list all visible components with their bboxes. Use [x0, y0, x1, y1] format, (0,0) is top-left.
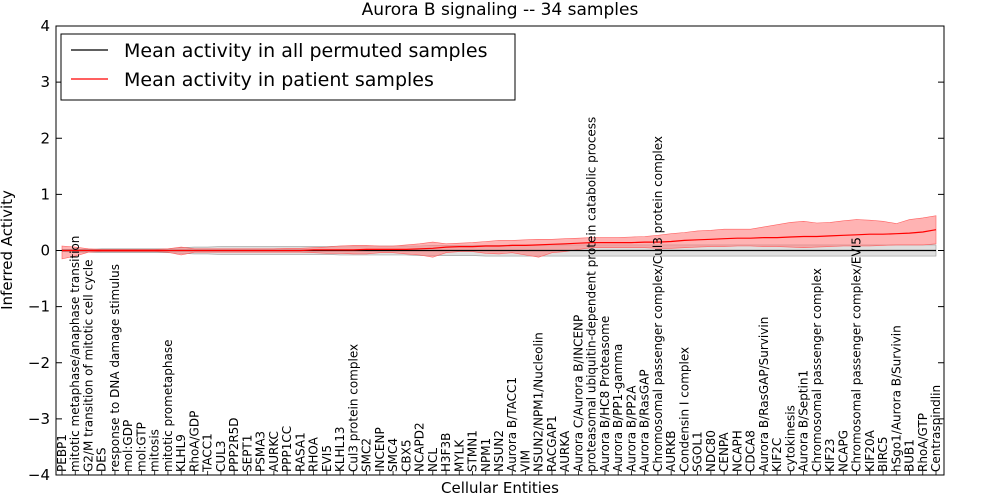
x-tick-label: G2/M transition of mitotic cell cycle	[81, 259, 95, 472]
legend: Mean activity in all permuted samples Mea…	[60, 33, 516, 101]
y-tick-label: 3	[40, 73, 50, 91]
x-tick-label: RhoA/GDP	[187, 411, 201, 472]
y-axis-label: Inferred Activity	[0, 190, 16, 310]
x-tick-label: mitosis	[148, 429, 162, 472]
plot-layer: 4 3 2 1 0 −1 −2 −3 −4 PEBP1 mitotic metaphase/anap…	[28, 17, 945, 484]
x-tick-label: KLHL13	[333, 426, 347, 472]
x-tick-label: Cul3 protein complex	[346, 344, 360, 472]
x-tick-label: CUL3	[214, 441, 228, 472]
x-tick-label: AURKC	[267, 431, 281, 472]
x-tick-label: STMN1	[466, 430, 480, 472]
x-tick-label: TACC1	[201, 433, 215, 473]
x-axis-label: Cellular Entities	[441, 479, 559, 497]
y-tick-label: −1	[28, 298, 50, 316]
y-tick-label: −2	[28, 354, 50, 372]
x-tick-label: Aurora C/Aurora B/INCENP	[571, 315, 585, 472]
legend-label-permuted: Mean activity in all permuted samples	[124, 40, 487, 62]
x-tick-label: Aurora B/RasGAP/Survivin	[757, 317, 771, 472]
x-tick-label: KLHL9	[174, 434, 188, 472]
x-tick-label: PEBP1	[55, 434, 69, 472]
y-tick-label: 2	[40, 129, 50, 147]
x-tick-label: PPP2R5D	[227, 417, 241, 472]
y-tick-label: −4	[28, 466, 50, 484]
x-tick-label: NSUN2	[492, 430, 506, 472]
x-tick-label: Chromosomal passenger complex	[810, 268, 824, 472]
x-tick-label: Aurora B/RasGAP	[638, 369, 652, 472]
x-tick-label: CDCA8	[744, 430, 758, 472]
y-tick-label: 4	[40, 17, 50, 35]
chart-title: Aurora B signaling -- 34 samples	[362, 0, 639, 20]
x-tick-label: Chromosomal passenger complex/Cul3 prote…	[651, 136, 665, 472]
x-tick-label: Chromosomal passenger complex/EVI5	[850, 237, 864, 472]
x-tick-label: KIF2C	[770, 438, 784, 472]
x-tick-label: SMC4	[386, 438, 400, 472]
x-tick-label: Condensin I complex	[677, 347, 691, 472]
x-tick-label: EVI5	[320, 445, 334, 472]
x-tick-label: mitotic prometaphase	[161, 340, 175, 473]
x-tick-label: SGOL1	[691, 431, 705, 472]
x-tick-label: BIRC5	[876, 436, 890, 472]
x-tick-label: Aurora B/PP1-gamma	[611, 344, 625, 472]
legend-label-patient: Mean activity in patient samples	[124, 69, 434, 91]
legend-box	[60, 33, 516, 101]
x-tick-label: BUB1	[903, 439, 917, 472]
patient-mean-line	[62, 229, 937, 252]
x-tick-label: RASA1	[293, 432, 307, 472]
x-tick-label: MYLK	[452, 439, 466, 472]
x-tick-label: response to DNA damage stimulus	[108, 264, 122, 472]
x-tick-label: mol:GTP	[134, 422, 148, 472]
x-tick-label: NCAPD2	[413, 422, 427, 472]
x-tick-label: KIF23	[823, 438, 837, 472]
x-tick-label: INCENP	[373, 427, 387, 472]
x-tick-label: CENPA	[717, 432, 731, 472]
x-tick-label: NCAPG	[836, 430, 850, 472]
x-tick-label: PSMA3	[254, 431, 268, 472]
x-tick-label: Aurora B/HC8 Proteasome	[598, 316, 612, 472]
x-tick-label: NCAPH	[730, 430, 744, 472]
x-tick-label: cytokinesis	[783, 405, 797, 472]
x-tick-label: NCL	[426, 448, 440, 472]
x-tick-label: PPP1CC	[280, 426, 294, 472]
x-tick-label: proteasomal ubiquitin-dependent protein …	[585, 117, 599, 472]
x-tick-label: AURKB	[664, 431, 678, 472]
x-tick-label: NPM1	[479, 438, 493, 472]
y-tick-label: 0	[40, 242, 50, 260]
x-tick-label: SEPT1	[240, 435, 254, 472]
x-tick-label: RhoA/GTP	[916, 413, 930, 472]
x-tick-label: SMC2	[360, 438, 374, 472]
x-tick-label: NSUN2/NPM1/Nucleolin	[532, 332, 546, 472]
x-tick-label: Centraspindlin	[929, 385, 943, 472]
x-tick-label: RACGAP1	[545, 415, 559, 472]
x-tick-label: CBX5	[399, 440, 413, 472]
x-tick-label: DES	[95, 448, 109, 472]
x-tick-label: NDC80	[704, 430, 718, 472]
x-tick-label: KIF20A	[863, 429, 877, 472]
x-tick-label: RHOA	[307, 436, 321, 472]
x-tick-label: Aurora B/PP2A	[624, 385, 638, 472]
x-tick-label: hSgo1/Aurora B/Survivin	[889, 325, 903, 472]
x-tick-label: mol:GDP	[121, 420, 135, 472]
x-tick-label: VIM	[518, 450, 532, 472]
x-tick-label: Aurora B/TACC1	[505, 377, 519, 472]
y-tick-label: −3	[28, 410, 50, 428]
x-tick-label: H3F3B	[439, 433, 453, 472]
x-tick-label: AURKA	[558, 430, 572, 472]
x-tick-label: Aurora B/Septin1	[797, 370, 811, 472]
x-tick-label: mitotic metaphase/anaphase transition	[68, 236, 82, 472]
y-tick-label: 1	[40, 185, 50, 203]
